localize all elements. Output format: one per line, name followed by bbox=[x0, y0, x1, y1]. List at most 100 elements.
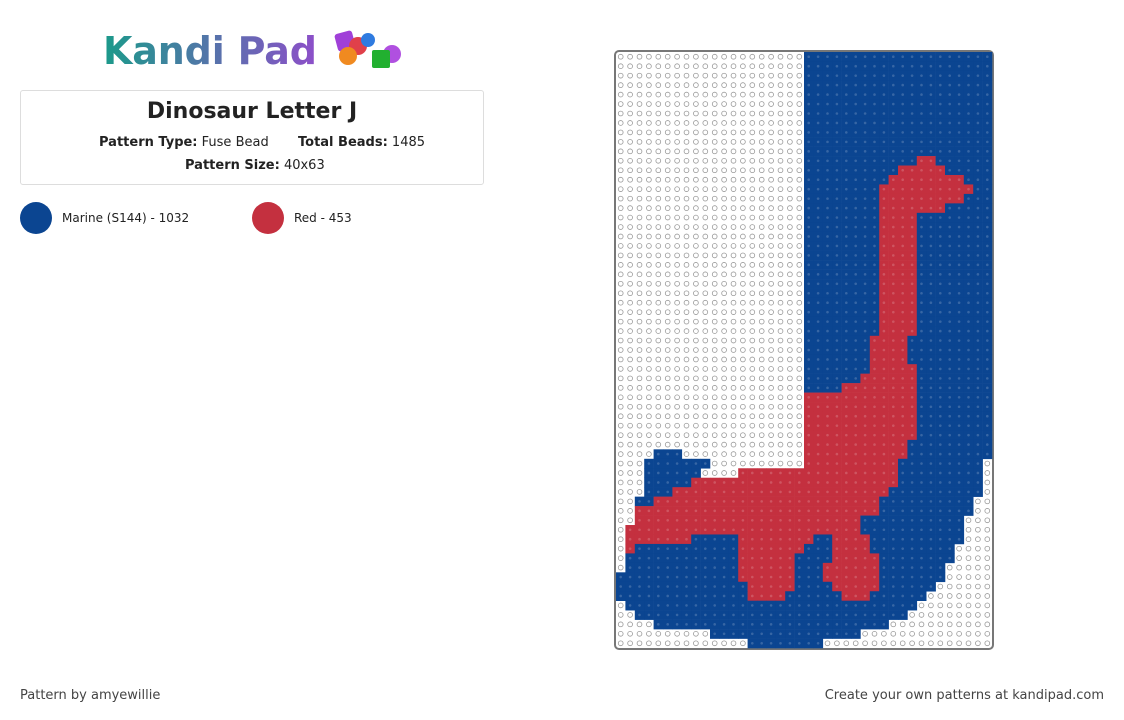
bead bbox=[945, 402, 955, 412]
bead-hole bbox=[967, 121, 970, 125]
empty-peg bbox=[693, 631, 699, 637]
bead-hole bbox=[638, 594, 641, 598]
bead bbox=[672, 543, 683, 554]
bead-hole bbox=[704, 585, 707, 588]
bead bbox=[851, 118, 861, 128]
empty-peg bbox=[928, 621, 934, 628]
bead bbox=[738, 496, 748, 507]
bead bbox=[804, 392, 814, 403]
bead bbox=[963, 468, 974, 479]
empty-peg bbox=[627, 337, 633, 344]
empty-peg bbox=[984, 545, 991, 552]
bead-hole bbox=[920, 339, 923, 342]
empty-peg bbox=[758, 167, 765, 174]
empty-peg bbox=[683, 233, 690, 240]
bead bbox=[813, 127, 824, 138]
bead-hole bbox=[920, 301, 923, 304]
bead bbox=[935, 439, 946, 450]
bead bbox=[869, 458, 880, 469]
bead-hole bbox=[807, 263, 810, 267]
bead-hole bbox=[910, 206, 914, 210]
bead-hole bbox=[901, 301, 904, 304]
bead bbox=[719, 543, 730, 554]
bead-hole bbox=[901, 235, 904, 238]
bead bbox=[879, 345, 889, 356]
empty-peg bbox=[636, 318, 643, 325]
bead bbox=[907, 297, 918, 308]
bead-hole bbox=[873, 102, 876, 106]
bead-hole bbox=[920, 329, 923, 333]
bead-hole bbox=[892, 424, 895, 427]
bead bbox=[794, 562, 805, 573]
bead-hole bbox=[910, 150, 914, 153]
bead bbox=[898, 534, 908, 545]
bead-hole bbox=[816, 396, 820, 399]
empty-peg bbox=[683, 63, 690, 69]
label: Pattern Size: bbox=[185, 158, 280, 173]
empty-peg bbox=[749, 403, 756, 410]
bead bbox=[898, 373, 908, 384]
bead bbox=[841, 534, 852, 545]
empty-peg bbox=[796, 243, 803, 249]
bead bbox=[757, 543, 767, 554]
bead bbox=[747, 619, 758, 630]
bead-hole bbox=[760, 556, 763, 560]
empty-peg bbox=[674, 91, 680, 98]
bead-hole bbox=[863, 168, 867, 172]
bead bbox=[728, 515, 739, 526]
bead-hole bbox=[816, 159, 820, 163]
bead-hole bbox=[769, 490, 773, 494]
bead-hole bbox=[741, 585, 745, 588]
bead-hole bbox=[892, 150, 895, 153]
bead bbox=[879, 581, 889, 592]
bead-hole bbox=[779, 594, 782, 598]
bead-hole bbox=[854, 358, 857, 361]
bead bbox=[907, 600, 918, 611]
bead bbox=[691, 619, 701, 630]
bead bbox=[691, 581, 701, 592]
bead bbox=[804, 506, 814, 516]
empty-peg bbox=[693, 337, 699, 344]
empty-peg bbox=[674, 110, 680, 117]
empty-peg bbox=[664, 195, 671, 202]
bead bbox=[794, 506, 805, 516]
bead bbox=[766, 562, 777, 573]
empty-peg bbox=[646, 195, 652, 202]
bead-hole bbox=[892, 339, 895, 342]
bead bbox=[945, 297, 955, 308]
bead-hole bbox=[638, 547, 641, 550]
empty-peg bbox=[777, 375, 784, 382]
bead-hole bbox=[986, 386, 989, 390]
bead-hole bbox=[986, 358, 989, 361]
bead-hole bbox=[967, 377, 970, 380]
bead-hole bbox=[939, 64, 942, 68]
bead bbox=[954, 184, 965, 195]
bead-hole bbox=[920, 320, 923, 323]
bead bbox=[869, 506, 880, 516]
empty-peg bbox=[683, 214, 690, 221]
bead bbox=[898, 297, 908, 308]
bead-hole bbox=[845, 462, 848, 465]
bead-hole bbox=[939, 424, 942, 427]
bead-hole bbox=[854, 83, 857, 87]
empty-peg bbox=[730, 366, 737, 372]
bead bbox=[634, 515, 645, 526]
empty-peg bbox=[627, 290, 633, 297]
bead bbox=[813, 156, 824, 166]
bead-hole bbox=[685, 575, 688, 579]
bead-hole bbox=[675, 518, 679, 522]
empty-peg bbox=[730, 252, 737, 259]
empty-peg bbox=[749, 337, 756, 344]
bead-hole bbox=[845, 74, 848, 77]
bead-hole bbox=[873, 178, 876, 182]
empty-peg bbox=[636, 403, 643, 410]
bead bbox=[804, 193, 814, 204]
bead-hole bbox=[901, 405, 904, 409]
empty-peg bbox=[664, 82, 671, 88]
bead-hole bbox=[986, 263, 989, 267]
bead bbox=[935, 354, 946, 365]
bead-hole bbox=[807, 159, 810, 163]
bead-hole bbox=[863, 55, 867, 59]
empty-peg bbox=[655, 224, 662, 230]
bead bbox=[681, 487, 692, 497]
